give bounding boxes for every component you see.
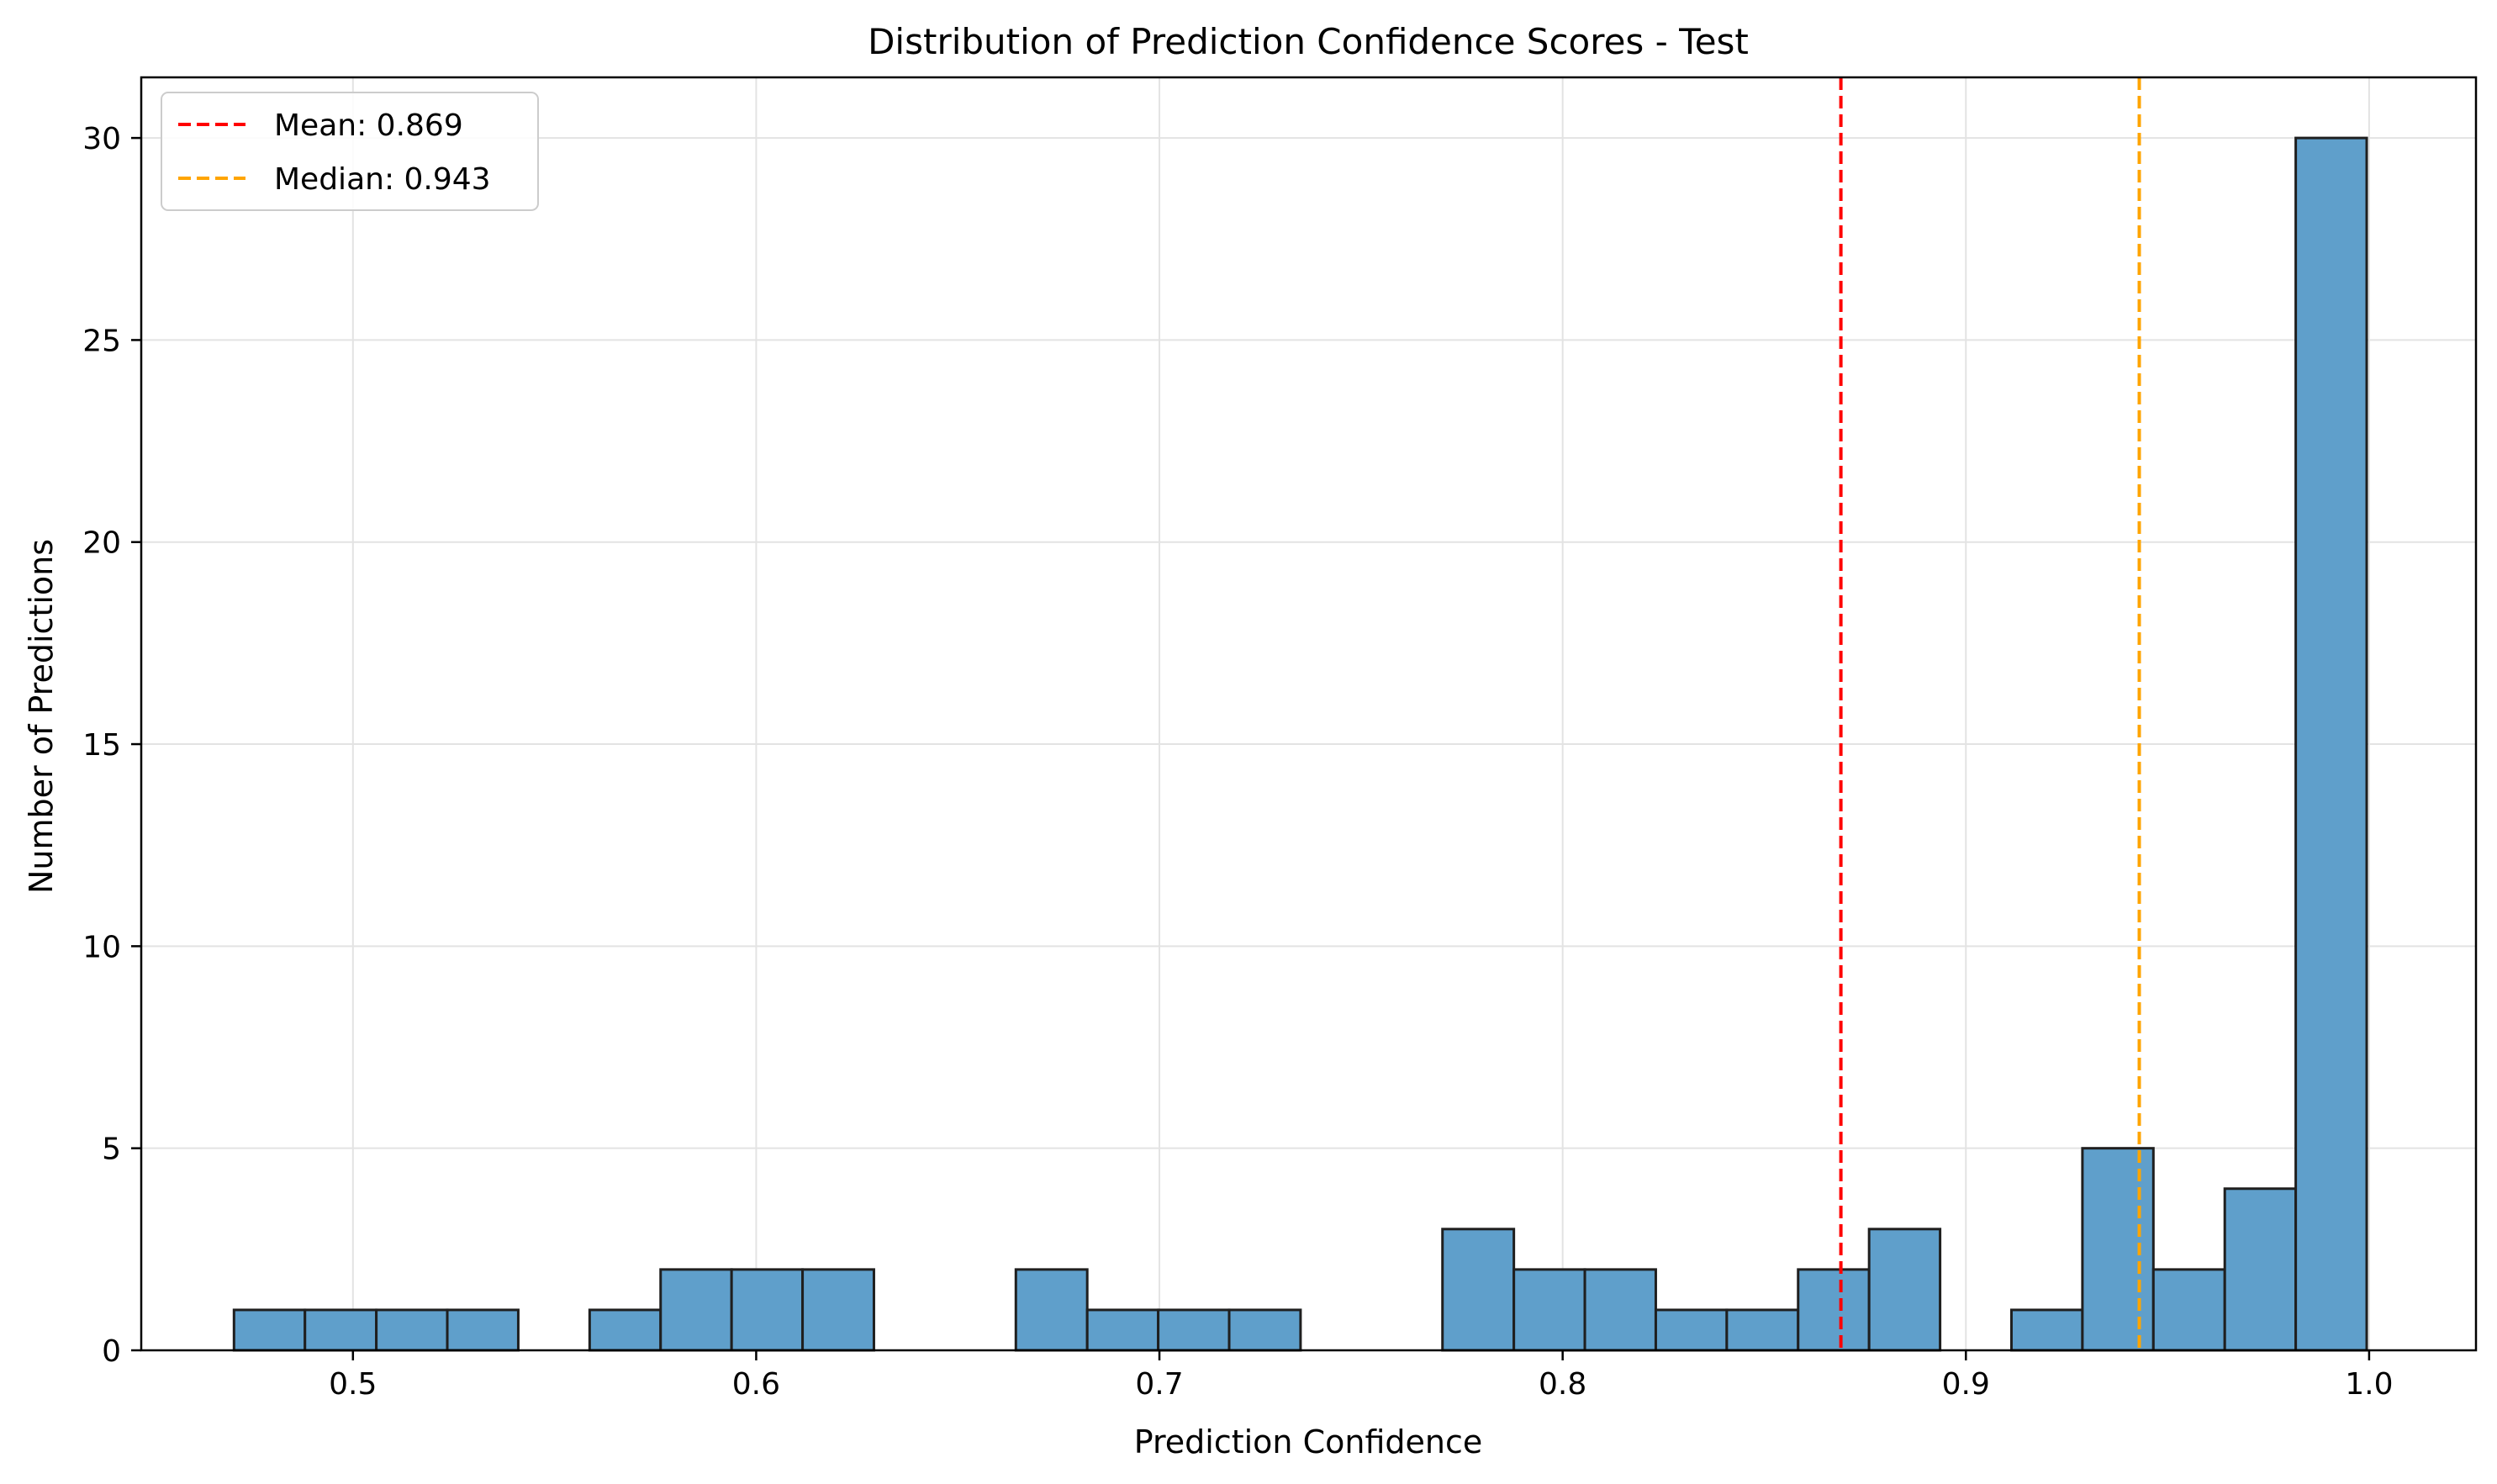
x-tick-label-3: 0.8 <box>1539 1367 1586 1402</box>
y-tick-label-0: 0 <box>102 1334 121 1369</box>
histogram-bar-19 <box>1583 1268 1657 1352</box>
legend-mean-label: Mean: 0.869 <box>274 108 463 143</box>
y-tick-label-5: 25 <box>82 324 121 358</box>
histogram-bar-8 <box>801 1268 875 1352</box>
histogram-bar-26 <box>2081 1147 2155 1352</box>
histogram-bar-5 <box>588 1308 663 1352</box>
histogram-bar-23 <box>1867 1228 1942 1352</box>
chart-title: Distribution of Prediction Confidence Sc… <box>868 21 1749 62</box>
legend-median-label: Median: 0.943 <box>274 162 491 197</box>
histogram-bar-29 <box>2294 136 2368 1352</box>
x-tick-label-1: 0.6 <box>732 1367 780 1402</box>
histogram-bar-6 <box>659 1268 733 1352</box>
histogram-bar-20 <box>1654 1308 1729 1352</box>
y-tick-label-2: 10 <box>82 930 121 964</box>
legend-frame <box>161 92 539 211</box>
histogram-bar-17 <box>1441 1228 1516 1352</box>
x-tick-label-0: 0.5 <box>329 1367 377 1402</box>
x-tick-label-5: 1.0 <box>2345 1367 2393 1402</box>
x-tick-label-4: 0.9 <box>1942 1367 1990 1402</box>
histogram-bar-13 <box>1157 1308 1231 1352</box>
y-tick-label-4: 20 <box>82 526 121 561</box>
axes: 0.5 0.6 0.7 0.8 0.9 1.0 0 5 10 15 20 25 30 <box>82 76 2478 1402</box>
histogram-bar-3 <box>446 1308 520 1352</box>
histogram-bars <box>232 136 2368 1352</box>
y-tick-label-3: 15 <box>82 728 121 763</box>
y-tick-label-1: 5 <box>102 1133 121 1167</box>
legend: Mean: 0.869 Median: 0.943 <box>161 92 539 211</box>
histogram-bar-11 <box>1014 1268 1089 1352</box>
reference-lines <box>1839 77 2141 1350</box>
x-axis-label: Prediction Confidence <box>1134 1423 1483 1460</box>
histogram-bar-27 <box>2151 1268 2226 1352</box>
histogram-bar-22 <box>1797 1268 1871 1352</box>
y-tick-label-6: 30 <box>82 122 121 156</box>
y-axis-label: Number of Predictions <box>23 539 60 894</box>
histogram-bar-12 <box>1085 1308 1160 1352</box>
histogram-bar-2 <box>375 1308 449 1352</box>
x-tick-label-2: 0.7 <box>1135 1367 1183 1402</box>
histogram-bar-21 <box>1725 1308 1800 1352</box>
histogram-bar-1 <box>304 1308 378 1352</box>
plot-frame <box>140 76 2478 1352</box>
histogram-bar-14 <box>1227 1308 1302 1352</box>
histogram-bar-18 <box>1512 1268 1586 1352</box>
histogram-bar-28 <box>2223 1187 2298 1352</box>
histogram-bar-7 <box>730 1268 805 1352</box>
histogram-bar-25 <box>2009 1308 2084 1352</box>
histogram-bar-0 <box>232 1308 307 1352</box>
